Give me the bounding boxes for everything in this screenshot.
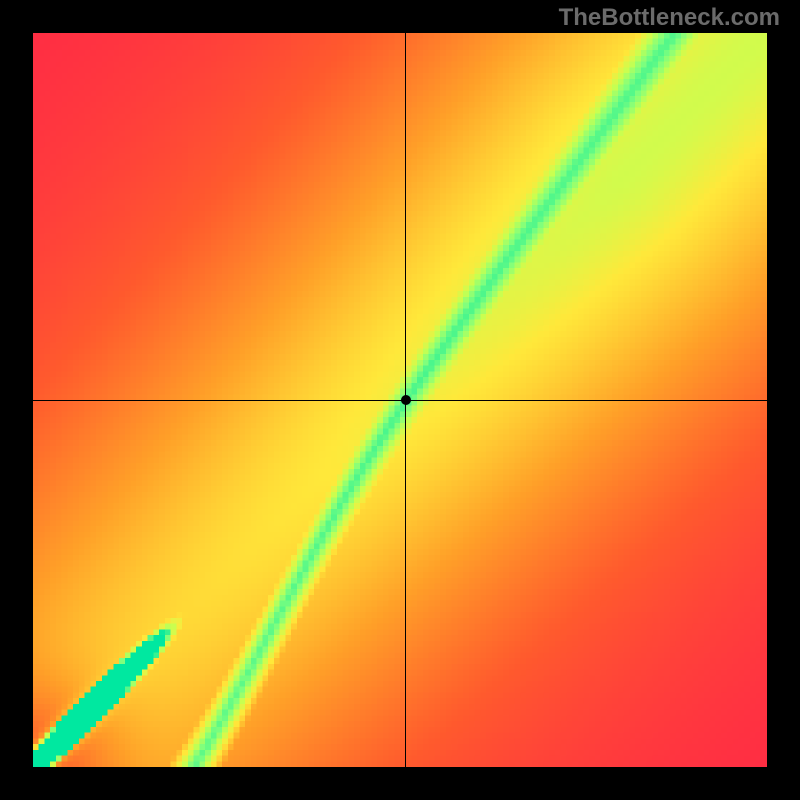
crosshair-marker bbox=[401, 395, 411, 405]
chart-container: TheBottleneck.com bbox=[0, 0, 800, 800]
watermark-text: TheBottleneck.com bbox=[559, 4, 780, 32]
